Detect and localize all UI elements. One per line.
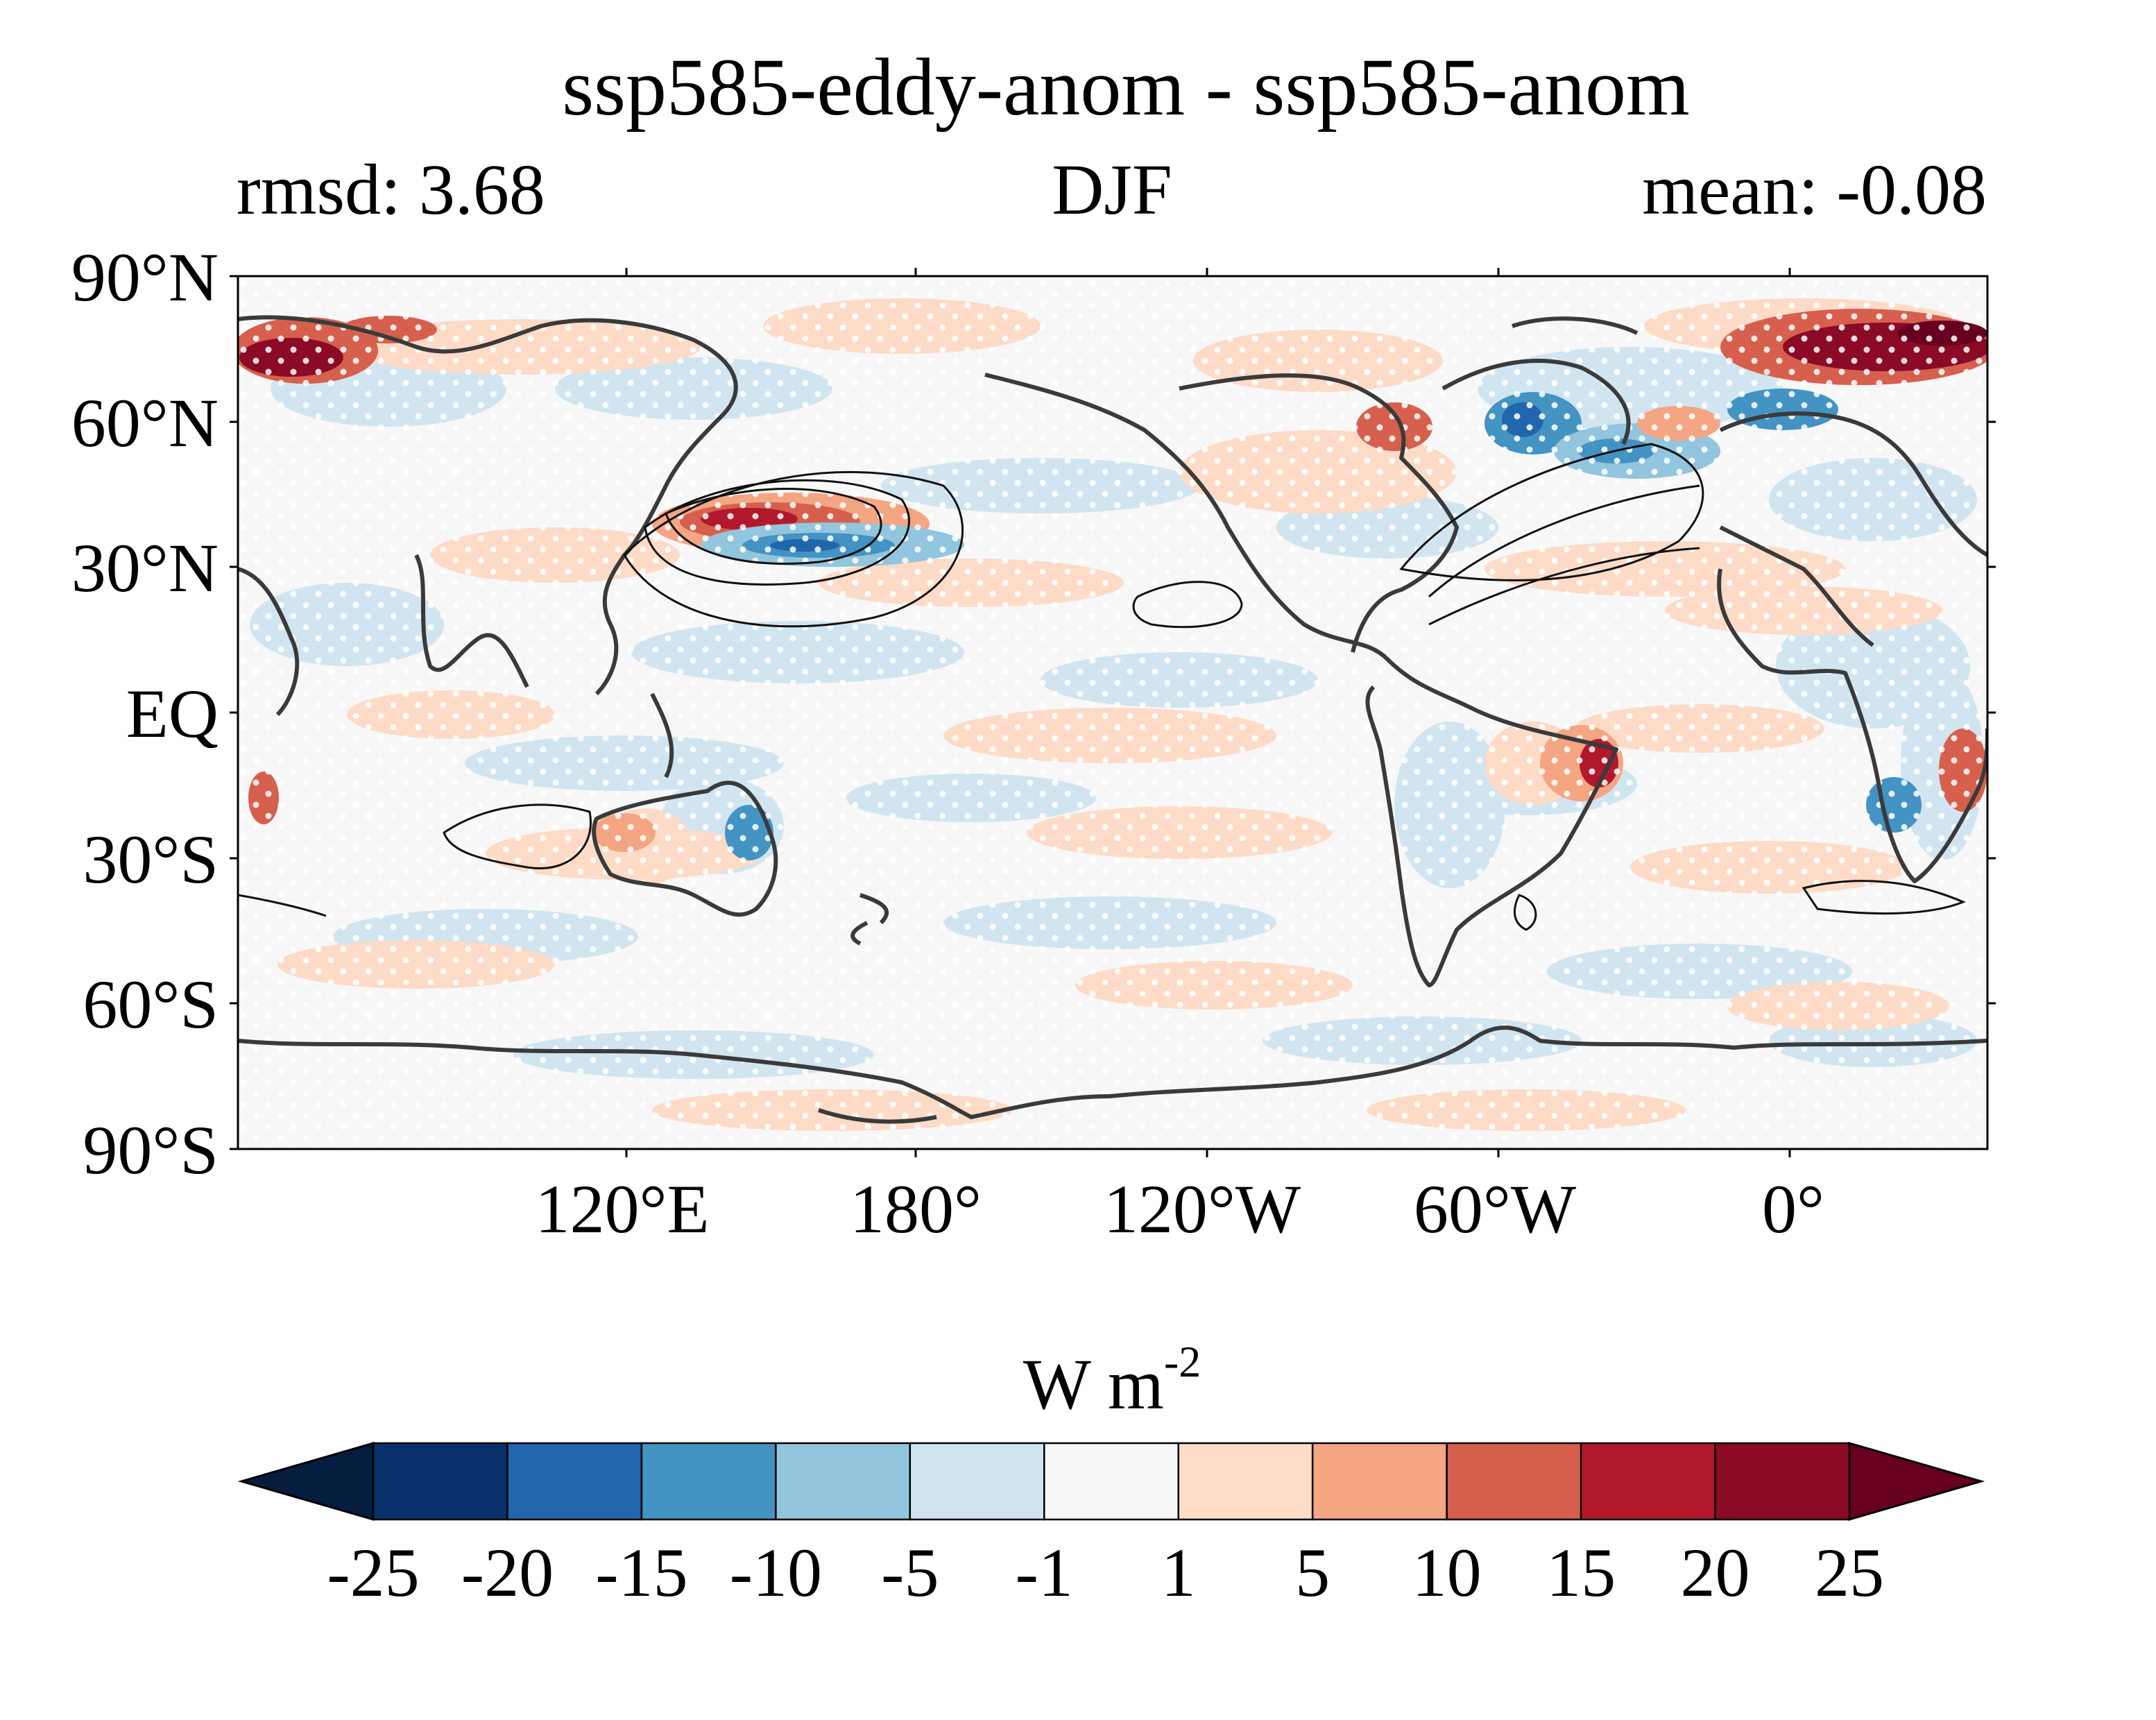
lon-label: 180° xyxy=(850,1170,982,1248)
colorbar-bin xyxy=(372,1442,508,1521)
colorbar-tick-label: -15 xyxy=(595,1534,687,1611)
lat-labels: 90°N 60°N 30°N EQ 30°S 60°S 90°S xyxy=(71,239,219,1189)
colorbar-bin xyxy=(640,1442,777,1521)
colorbar-bin xyxy=(1714,1442,1851,1521)
lat-label: 30°N xyxy=(71,529,219,606)
lat-label: 60°N xyxy=(71,384,219,461)
colorbar-tick-label: 1 xyxy=(1161,1534,1196,1611)
lon-label: 60°W xyxy=(1414,1170,1577,1248)
significance-stippling xyxy=(238,276,1987,1149)
colorbar-bin xyxy=(1311,1442,1448,1521)
colorbar-label: W m-2 xyxy=(1023,1337,1201,1424)
colorbar-bin xyxy=(1580,1442,1716,1521)
colorbar-tick-label: 20 xyxy=(1681,1534,1750,1611)
lon-labels: 120°E 180° 120°W 60°W 0° xyxy=(535,1170,1824,1248)
colorbar-label-exponent: -2 xyxy=(1164,1337,1201,1386)
colorbar-tick-label: -25 xyxy=(327,1534,419,1611)
colorbar-label-main: W m xyxy=(1023,1345,1164,1424)
colorbar-tick-label: -1 xyxy=(1016,1534,1073,1611)
colorbar xyxy=(237,1442,1985,1521)
colorbar-bin xyxy=(1446,1442,1582,1521)
map-panel xyxy=(238,276,1987,1149)
lon-label: 0° xyxy=(1762,1170,1824,1248)
colorbar-bin xyxy=(1177,1442,1314,1521)
climatology-contours xyxy=(238,443,1966,931)
colorbar-tick-label: -20 xyxy=(461,1534,554,1611)
colorbar-bin xyxy=(775,1442,912,1521)
stat-season: DJF xyxy=(1052,150,1172,230)
lon-label: 120°E xyxy=(535,1170,709,1248)
stat-rmsd: rmsd: 3.68 xyxy=(237,150,545,230)
lat-label: EQ xyxy=(126,675,219,752)
colorbar-tick-label: -10 xyxy=(730,1534,822,1611)
colorbar-bin xyxy=(506,1442,643,1521)
colorbar-tick-label: 5 xyxy=(1295,1534,1330,1611)
lat-label: 90°N xyxy=(71,239,219,316)
colorbar-tick-labels: -25 -20 -15 -10 -5 -1 1 5 10 15 20 25 xyxy=(327,1534,1884,1611)
colorbar-extend-low xyxy=(237,1442,375,1521)
colorbar-bin xyxy=(909,1442,1045,1521)
lat-label: 60°S xyxy=(83,966,219,1043)
coastlines xyxy=(238,315,1987,1124)
stat-mean: mean: -0.08 xyxy=(1642,150,1987,230)
colorbar-tick-label: 15 xyxy=(1546,1534,1616,1611)
colorbar-extend-high xyxy=(1848,1442,1985,1521)
lon-label: 120°W xyxy=(1104,1170,1301,1248)
lat-label: 30°S xyxy=(83,821,219,898)
axis-ticks xyxy=(230,268,1996,1157)
colorbar-tick-label: 25 xyxy=(1815,1534,1884,1611)
figure-title: ssp585-eddy-anom - ssp585-anom xyxy=(562,42,1690,133)
colorbar-bin xyxy=(1043,1442,1179,1521)
colorbar-tick-label: 10 xyxy=(1412,1534,1482,1611)
colorbar-tick-label: -5 xyxy=(881,1534,939,1611)
lat-label: 90°S xyxy=(83,1112,219,1189)
